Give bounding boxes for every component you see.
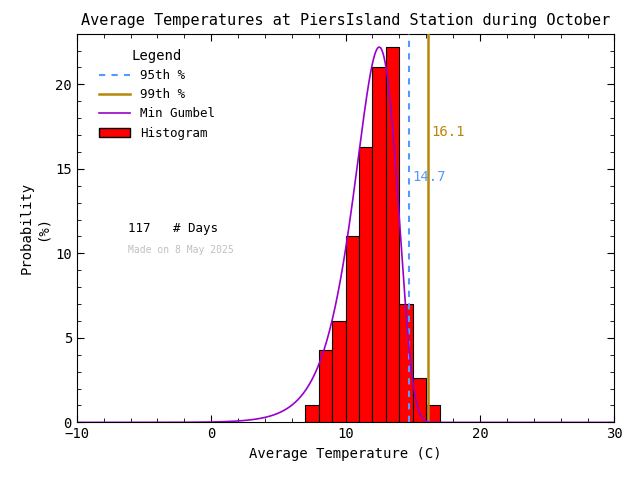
Bar — [332, 321, 346, 422]
Bar — [399, 304, 413, 422]
Text: 16.1: 16.1 — [431, 125, 465, 139]
Bar — [359, 147, 372, 422]
Bar — [305, 406, 319, 422]
X-axis label: Average Temperature (C): Average Temperature (C) — [250, 447, 442, 461]
Bar — [346, 237, 359, 422]
Text: Made on 8 May 2025: Made on 8 May 2025 — [128, 245, 234, 255]
Bar — [386, 47, 399, 422]
Bar — [426, 406, 440, 422]
Y-axis label: Probability
(%): Probability (%) — [19, 182, 50, 274]
Bar — [413, 378, 426, 422]
Legend: 95th %, 99th %, Min Gumbel, Histogram: 95th %, 99th %, Min Gumbel, Histogram — [94, 44, 220, 145]
Text: 14.7: 14.7 — [413, 170, 446, 184]
Title: Average Temperatures at PiersIsland Station during October: Average Temperatures at PiersIsland Stat… — [81, 13, 610, 28]
Text: 117   # Days: 117 # Days — [128, 222, 218, 235]
Bar — [372, 67, 386, 422]
Bar — [319, 350, 332, 422]
